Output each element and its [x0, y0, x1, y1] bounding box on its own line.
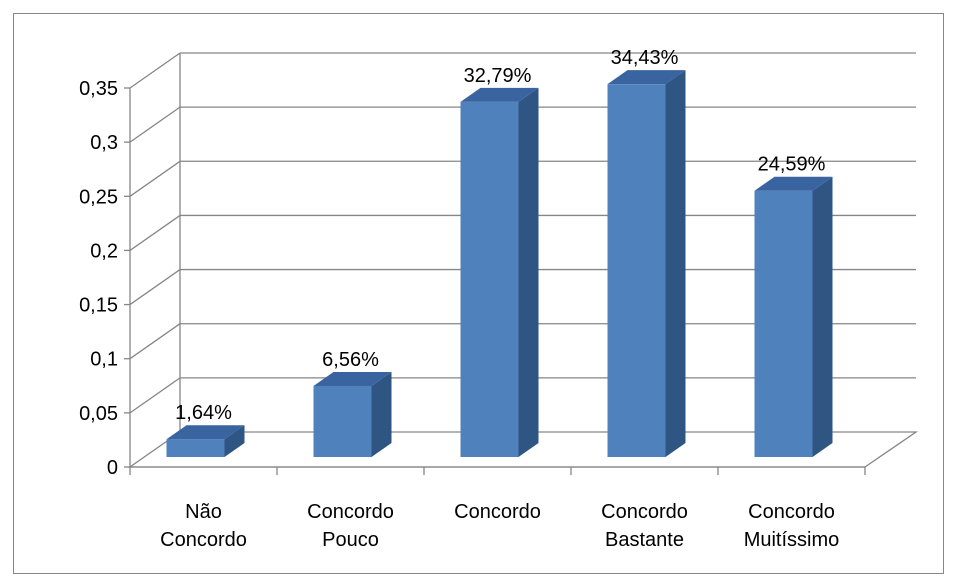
category-label: Concordo [748, 501, 835, 523]
category-label: Concordo [307, 501, 394, 523]
side-gridline [129, 214, 181, 251]
category-label: Concordo [160, 529, 247, 551]
y-tick-label: 0,35 [79, 78, 118, 100]
bar-front [313, 385, 372, 457]
y-tick-label: 0 [107, 457, 118, 479]
y-tick-label: 0,2 [90, 240, 118, 262]
bar-side [224, 425, 245, 457]
bar-top [754, 176, 833, 191]
y-tick-label: 0,1 [90, 349, 118, 371]
data-label: 6,56% [322, 349, 379, 371]
bar-front [607, 84, 666, 457]
data-label: 24,59% [758, 154, 826, 176]
bar-front [460, 101, 519, 457]
bars [166, 70, 833, 457]
axes [124, 87, 866, 475]
bar-side [371, 371, 392, 457]
category-label: Muitíssimo [744, 529, 840, 551]
data-label: 1,64% [175, 402, 232, 424]
side-gridline [129, 269, 181, 306]
bar-side [665, 70, 686, 457]
category-label: Pouco [322, 529, 379, 551]
bar-side [518, 87, 539, 457]
side-gridline [129, 377, 181, 414]
labels: 0 0,05 0,1 0,15 0,2 0,25 0,3 0,35 1,64% Não Concor… [79, 47, 839, 551]
bar-top [166, 425, 245, 440]
bar [754, 176, 833, 457]
side-gridline [129, 106, 181, 143]
side-gridline [129, 52, 181, 89]
side-gridline [129, 160, 181, 197]
bar [460, 87, 539, 457]
bar [607, 70, 686, 457]
bar-front [754, 190, 813, 457]
bar-front [166, 439, 225, 457]
bar [313, 371, 392, 457]
bar-side [812, 176, 833, 457]
category-label: Bastante [605, 529, 684, 551]
category-label: Concordo [601, 501, 688, 523]
data-label: 34,43% [611, 47, 679, 69]
category-label: Concordo [454, 501, 541, 523]
bar-top [607, 70, 686, 85]
bar-top [313, 371, 392, 386]
bar-top [460, 87, 539, 102]
y-tick-label: 0,25 [79, 186, 118, 208]
data-label: 32,79% [464, 65, 532, 87]
y-tick-label: 0,15 [79, 295, 118, 317]
bar [166, 425, 245, 457]
y-tick-label: 0,05 [79, 403, 118, 425]
y-tick-label: 0,3 [90, 132, 118, 154]
category-label: Não [185, 501, 222, 523]
side-gridline [129, 323, 181, 360]
